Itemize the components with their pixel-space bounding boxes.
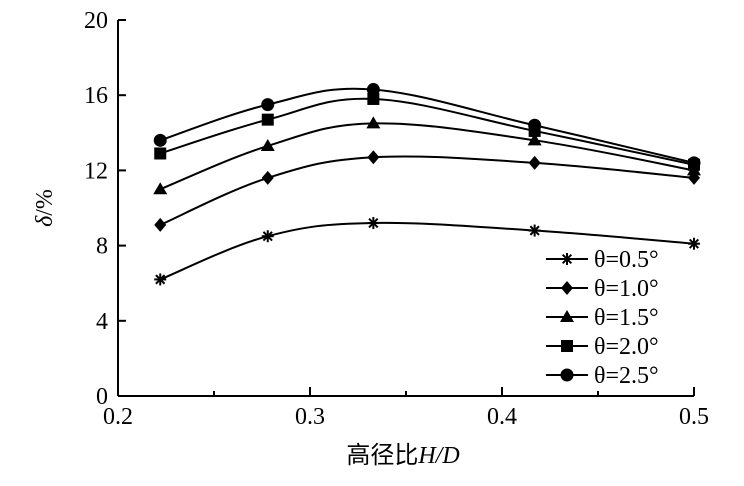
y-tick-label: 20 [84, 8, 108, 34]
series-5 [153, 83, 701, 170]
data-point [153, 182, 168, 195]
data-point [367, 150, 380, 165]
legend-swatch-marker [561, 340, 573, 352]
legend-label: θ=1.0° [594, 276, 659, 302]
y-tick-label: 12 [84, 158, 108, 184]
data-point [261, 98, 275, 112]
data-point [367, 92, 380, 105]
legend-swatch-marker [561, 281, 573, 295]
legend-item: θ=0.5° [546, 247, 659, 273]
data-point [154, 147, 167, 160]
asterisk-stroke [262, 231, 273, 242]
y-tick-label: 0 [96, 384, 108, 410]
series-4 [154, 92, 700, 171]
data-point [154, 273, 167, 286]
x-tick-label: 0.5 [679, 404, 709, 430]
series-layer [153, 83, 701, 286]
data-point [527, 133, 542, 146]
x-axis-title: 高径比H/D [346, 442, 459, 469]
legend-item: θ=1.0° [546, 276, 659, 302]
legend-item: θ=2.5° [546, 363, 659, 389]
legend-swatch-marker [560, 310, 574, 322]
asterisk-stroke [155, 274, 166, 285]
x-tick-label: 0.2 [103, 404, 133, 430]
data-point [687, 156, 701, 170]
asterisk-stroke [368, 218, 379, 229]
data-point [260, 138, 275, 151]
series-3 [153, 116, 701, 195]
series-line [159, 97, 695, 166]
data-point [366, 116, 381, 129]
asterisk-stroke [561, 253, 573, 265]
legend-swatch-marker [560, 368, 574, 382]
data-point [261, 170, 274, 185]
y-axis-title-variable: δ [32, 215, 58, 227]
x-axis-title-prefix: 高径比 [346, 442, 418, 469]
y-axis-title: δ/% [32, 189, 58, 227]
legend-label: θ=1.5° [594, 305, 659, 331]
legend-swatch-marker [561, 253, 573, 265]
series-2 [154, 150, 700, 232]
series-line [159, 155, 695, 226]
data-point [153, 133, 167, 147]
data-point [688, 237, 700, 250]
axes: 0 4 8 12 16 20 0.2 0.3 0.4 0.5 [84, 8, 709, 430]
legend-item: θ=2.0° [546, 334, 659, 360]
series-1 [154, 217, 700, 286]
data-point [154, 217, 167, 232]
legend-label: θ=0.5° [594, 247, 659, 273]
y-axis-title-unit: /% [32, 189, 58, 216]
asterisk-stroke [688, 238, 700, 249]
x-tick-label: 0.4 [487, 404, 517, 430]
x-tick-label: 0.3 [295, 404, 325, 430]
data-point [366, 83, 380, 97]
series-line [159, 221, 695, 281]
x-axis-title-variable: H/D [417, 443, 459, 469]
data-point [367, 217, 380, 230]
y-tick-label: 16 [84, 83, 108, 109]
data-point [528, 155, 541, 170]
legend-item: θ=1.5° [546, 305, 659, 331]
data-point [528, 224, 541, 237]
asterisk-stroke [529, 225, 540, 236]
legend: θ=0.5° θ=1.0° θ=1.5° θ=2.0° θ=2.5° [546, 247, 659, 389]
data-point [528, 118, 542, 132]
data-point [261, 230, 274, 243]
series-line [159, 87, 695, 164]
series-line [159, 122, 695, 191]
legend-label: θ=2.5° [594, 363, 659, 389]
y-tick-label: 8 [96, 234, 108, 260]
data-point [261, 113, 274, 126]
legend-label: θ=2.0° [594, 334, 659, 360]
y-tick-label: 4 [96, 309, 108, 335]
